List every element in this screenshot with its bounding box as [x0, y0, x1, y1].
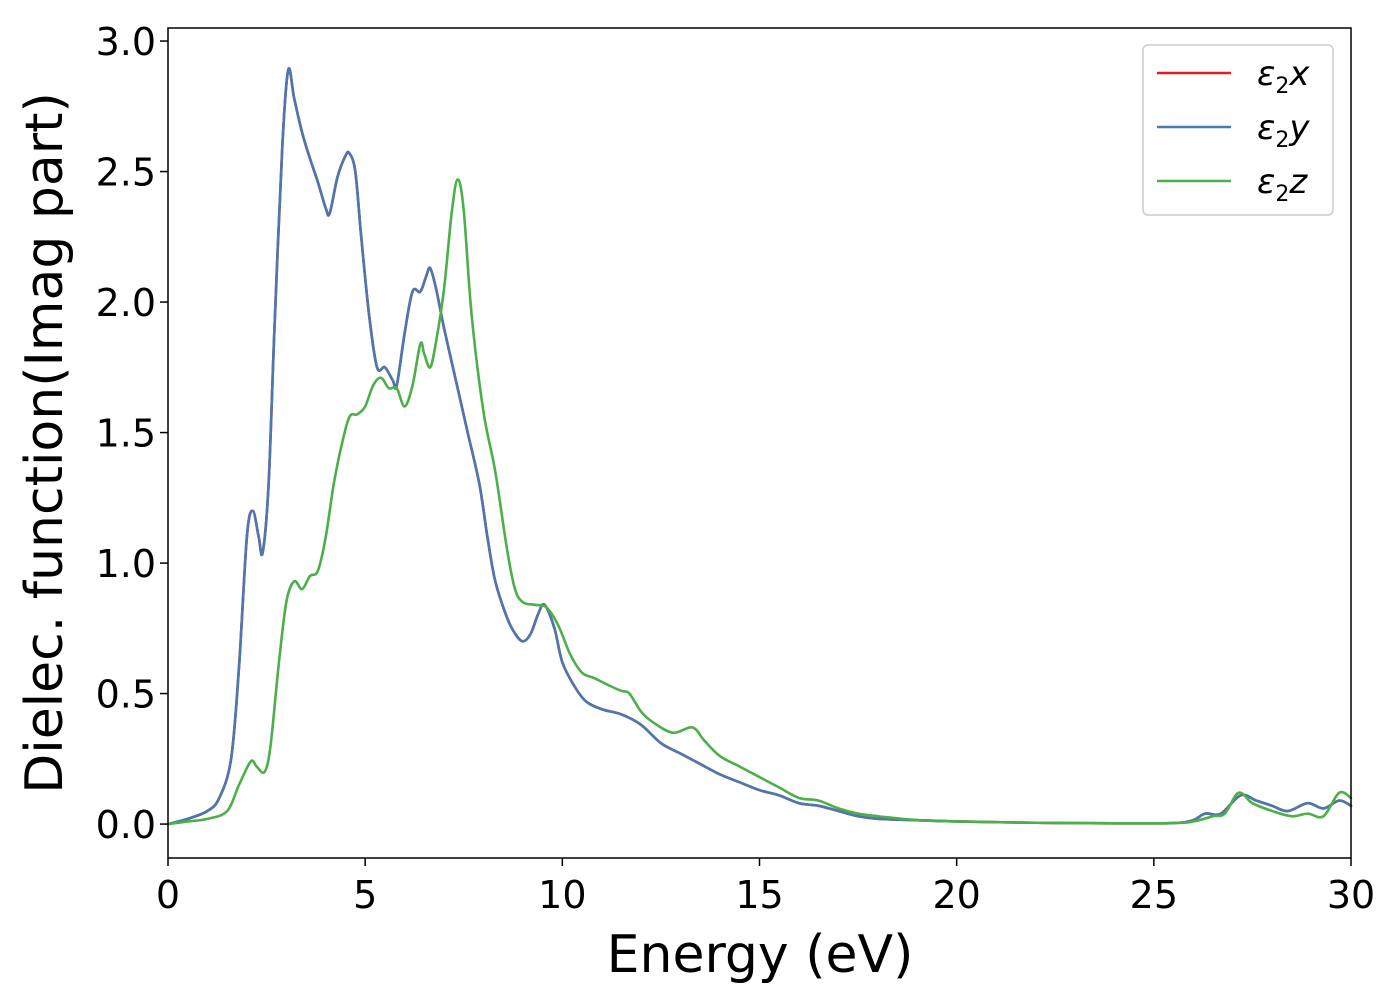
legend-label-subscript: 2 [1275, 128, 1289, 153]
x-axis: 0 5 10 15 20 25 30 [156, 858, 1375, 917]
y-tick-label: 2.0 [96, 281, 156, 325]
y-tick-label: 0.5 [96, 673, 156, 717]
x-tick-label: 30 [1327, 873, 1375, 917]
y-tick-label: 0.0 [96, 803, 156, 847]
legend-label-subscript: 2 [1275, 182, 1289, 207]
y-tick-label: 1.0 [96, 542, 156, 586]
legend-label-subscript: 2 [1275, 74, 1289, 99]
legend-label-z: ε2z [1257, 162, 1308, 207]
series-layer [166, 67, 1353, 826]
y-tick-label: 3.0 [96, 20, 156, 64]
y-axis-label: Dielec. function(Imag part) [15, 92, 75, 794]
x-tick-label: 20 [932, 873, 980, 917]
legend-label-suffix: x [1288, 54, 1310, 94]
x-tick-label: 25 [1130, 873, 1178, 917]
legend-label-base: ε [1257, 108, 1275, 148]
legend-label-y: ε2y [1257, 108, 1310, 153]
x-tick-label: 0 [156, 873, 180, 917]
legend-box [1142, 44, 1334, 216]
legend-label-x: ε2x [1257, 54, 1310, 99]
x-tick-label: 15 [735, 873, 783, 917]
y-tick-label: 1.5 [96, 412, 156, 456]
legend-label-base: ε [1257, 162, 1275, 202]
y-tick-label: 2.5 [96, 151, 156, 195]
legend-label-base: ε [1257, 54, 1275, 94]
legend-label-suffix: y [1288, 108, 1310, 148]
series-line-z [166, 178, 1353, 826]
x-tick-label: 5 [353, 873, 377, 917]
x-axis-label: Energy (eV) [607, 925, 914, 985]
x-tick-label: 10 [538, 873, 586, 917]
legend-label-suffix: z [1288, 162, 1308, 202]
y-axis: 0.0 0.5 1.0 1.5 2.0 2.5 3.0 [96, 20, 168, 847]
